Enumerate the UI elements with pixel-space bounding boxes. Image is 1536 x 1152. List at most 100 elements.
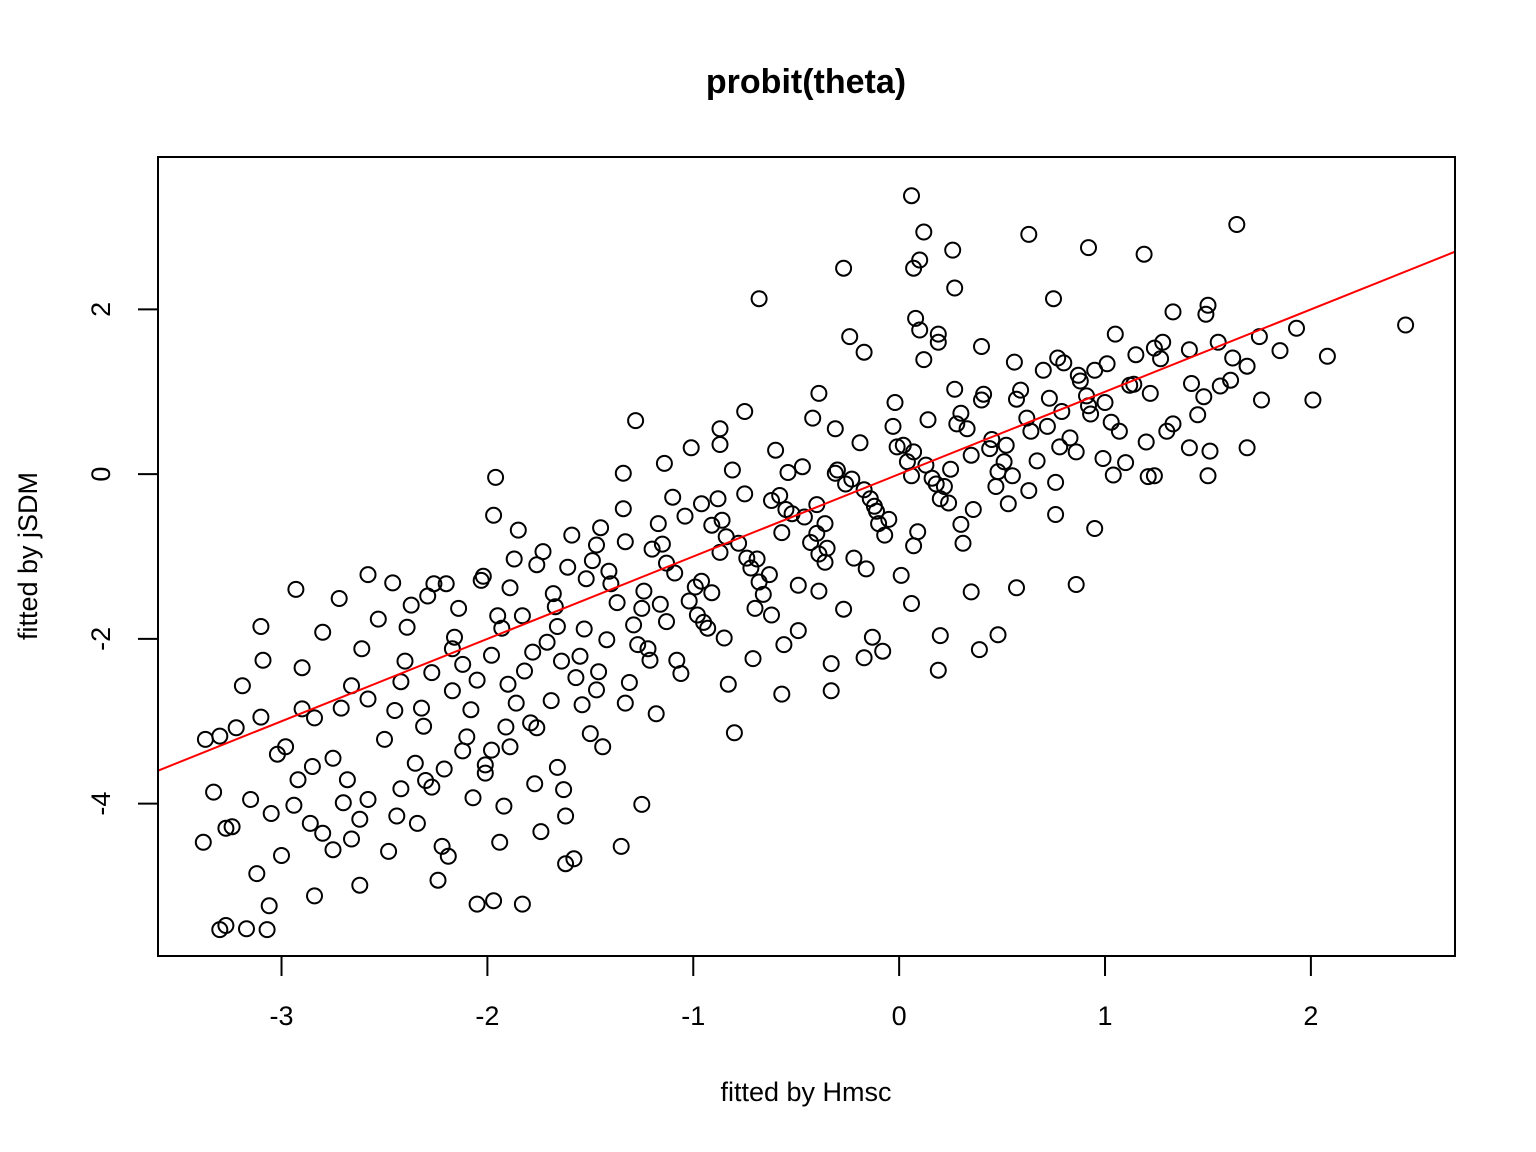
- data-point: [822, 682, 840, 700]
- data-point: [711, 436, 729, 453]
- data-point: [369, 610, 387, 628]
- data-point: [458, 728, 476, 746]
- data-point: [923, 469, 941, 487]
- data-point: [627, 412, 645, 430]
- data-point: [330, 590, 348, 607]
- data-point: [1228, 216, 1246, 233]
- data-point: [857, 560, 875, 578]
- data-point: [252, 708, 270, 726]
- data-point: [1154, 333, 1172, 351]
- data-point: [658, 554, 675, 572]
- x-tick-label: -1: [681, 1001, 705, 1031]
- data-point: [816, 515, 834, 533]
- data-point: [738, 549, 756, 567]
- data-point: [398, 618, 416, 636]
- data-point: [260, 897, 278, 915]
- data-point: [1069, 366, 1087, 384]
- data-point: [559, 558, 577, 576]
- data-point: [489, 607, 507, 625]
- data-point: [725, 724, 743, 742]
- data-point: [886, 394, 904, 411]
- data-point: [693, 495, 710, 513]
- data-point: [616, 694, 634, 712]
- data-point: [851, 434, 869, 452]
- data-point: [1238, 439, 1256, 457]
- data-point: [446, 628, 463, 646]
- data-point: [571, 647, 589, 665]
- data-point: [577, 570, 595, 588]
- data-point: [1180, 439, 1198, 457]
- data-point: [513, 895, 531, 913]
- data-point: [837, 475, 855, 493]
- data-point: [795, 508, 813, 526]
- data-point: [711, 420, 729, 438]
- data-point: [952, 515, 970, 533]
- data-point: [905, 259, 923, 277]
- data-point: [557, 855, 575, 873]
- data-point: [929, 325, 947, 343]
- data-point: [744, 650, 762, 668]
- data-point: [1271, 342, 1289, 360]
- data-point: [826, 464, 844, 482]
- data-point: [942, 460, 960, 478]
- data-point: [676, 507, 694, 525]
- data-point: [989, 463, 1007, 481]
- data-point: [435, 760, 453, 778]
- data-point: [888, 438, 906, 456]
- data-point: [324, 749, 342, 767]
- data-point: [760, 566, 778, 584]
- chart-title: probit(theta): [706, 63, 906, 101]
- data-point: [614, 464, 632, 482]
- data-point: [351, 876, 369, 894]
- data-point: [668, 651, 686, 669]
- data-point: [1127, 346, 1145, 364]
- data-point: [487, 468, 505, 486]
- data-point: [1110, 422, 1128, 440]
- data-point: [903, 595, 920, 612]
- data-point: [763, 492, 780, 509]
- data-point: [1199, 467, 1217, 485]
- data-point: [1051, 438, 1069, 456]
- data-point: [944, 241, 962, 259]
- data-point: [828, 461, 846, 479]
- data-point: [1117, 454, 1135, 472]
- data-point: [528, 719, 546, 737]
- data-point: [987, 478, 1005, 495]
- data-point: [962, 446, 980, 464]
- data-point: [532, 823, 550, 841]
- data-point: [1304, 391, 1322, 409]
- data-point: [483, 646, 500, 664]
- data-point: [1135, 245, 1153, 263]
- data-point: [1008, 579, 1025, 597]
- data-point: [1047, 473, 1065, 491]
- data-point: [1104, 466, 1122, 484]
- data-point: [464, 789, 482, 807]
- y-tick-label: 0: [86, 467, 116, 482]
- data-point: [643, 540, 661, 558]
- data-point: [548, 758, 566, 776]
- data-point: [548, 618, 566, 635]
- data-point: [633, 795, 651, 813]
- data-point: [1045, 290, 1062, 308]
- data-point: [1005, 353, 1023, 371]
- data-point: [413, 699, 430, 717]
- data-point: [1145, 467, 1163, 485]
- data-point: [507, 694, 525, 712]
- data-point: [629, 636, 647, 654]
- plot-frame: [157, 156, 1456, 957]
- data-point: [1137, 433, 1155, 451]
- data-point: [454, 655, 472, 673]
- data-point: [773, 685, 791, 703]
- data-point: [709, 490, 727, 508]
- data-point: [810, 384, 828, 402]
- data-point: [334, 794, 352, 812]
- data-point: [876, 526, 894, 544]
- data-point: [929, 333, 947, 351]
- data-point: [419, 587, 437, 605]
- data-point: [1102, 413, 1120, 431]
- x-axis: -3 -2 -1 0 1 2: [270, 955, 1318, 1031]
- data-point: [306, 709, 323, 727]
- data-point: [695, 613, 713, 631]
- data-point: [332, 699, 350, 717]
- data-point: [594, 738, 612, 756]
